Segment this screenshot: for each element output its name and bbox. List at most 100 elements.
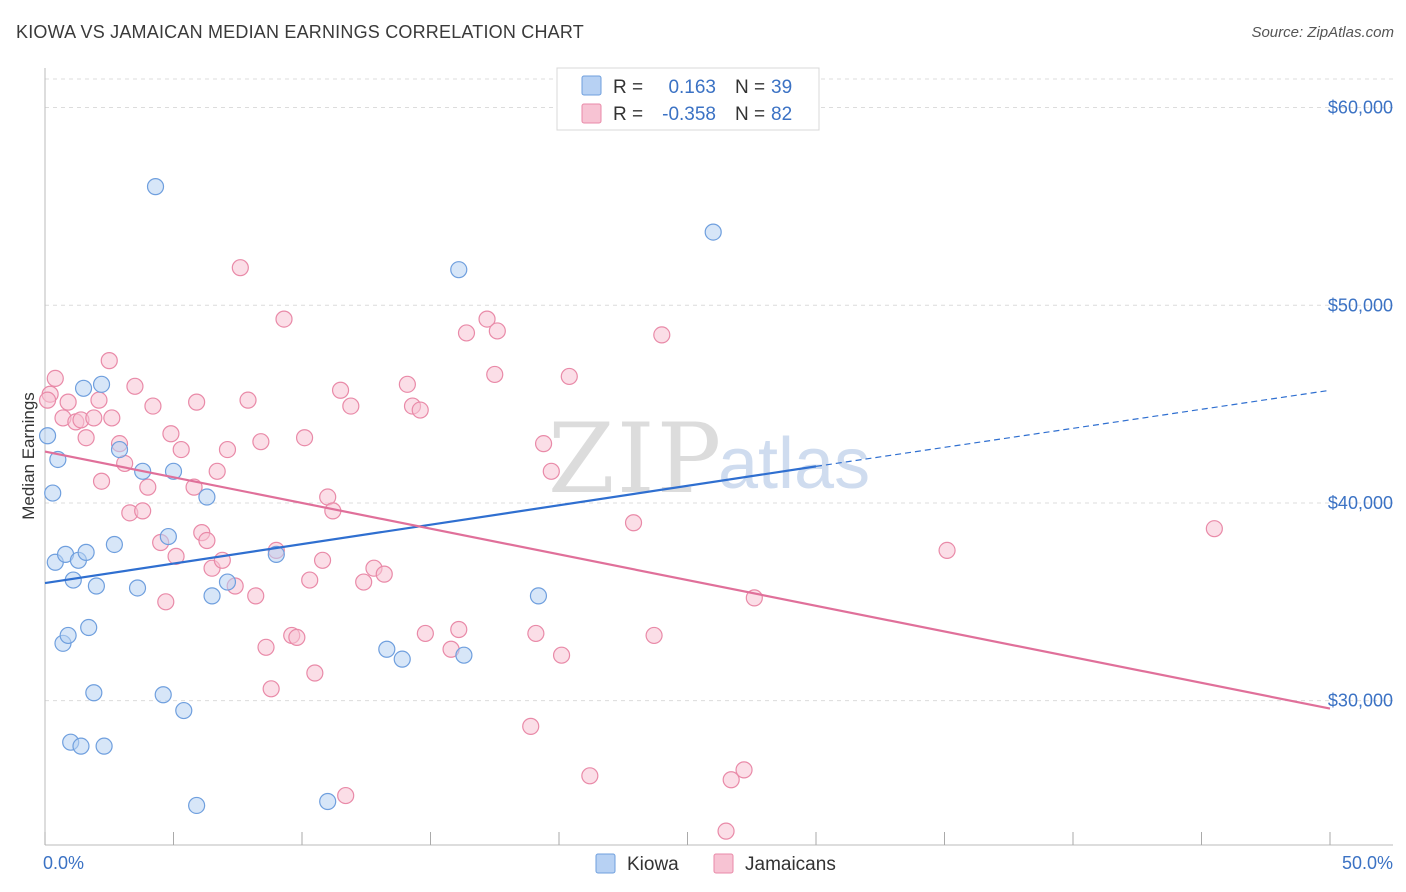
legend-kiowa-swatch (581, 75, 602, 96)
jamaicans-point (167, 547, 185, 565)
kiowa-point (159, 527, 177, 546)
jamaicans-point (103, 409, 121, 427)
jamaicans-point (208, 462, 226, 480)
jamaicans-point (306, 664, 324, 682)
jamaicans-point (139, 478, 157, 496)
source-label: Source: ZipAtlas.com (1251, 24, 1394, 41)
jamaicans-point (486, 365, 504, 384)
jamaicans-points (38, 259, 1223, 840)
legend-jamaicans-r-value: -0.358 (662, 104, 716, 125)
kiowa-point (128, 579, 147, 597)
kiowa-point (393, 650, 411, 668)
jamaicans-point (77, 429, 95, 447)
y-tick-label: $50,000 (1328, 295, 1393, 315)
kiowa-point (188, 796, 206, 815)
x-tick-label-max: 50.0% (1342, 853, 1393, 873)
jamaicans-point (735, 761, 753, 779)
jamaicans-point (624, 514, 643, 532)
bottom-legend-kiowa-swatch (595, 853, 616, 874)
jamaicans-point (398, 375, 416, 393)
jamaicans-point (252, 433, 270, 451)
kiowa-point (529, 587, 548, 605)
jamaicans-point (262, 680, 280, 698)
kiowa-point (77, 543, 95, 561)
kiowa-point (105, 535, 123, 554)
jamaicans-point (560, 367, 578, 386)
jamaicans-point (375, 565, 393, 583)
kiowa-point (267, 545, 285, 563)
kiowa-point (175, 701, 193, 720)
kiowa-point (198, 488, 216, 506)
watermark: ZIP atlas (548, 403, 870, 515)
kiowa-point (164, 462, 183, 480)
jamaicans-point (653, 326, 671, 344)
jamaicans-point (295, 429, 314, 447)
jamaicans-point (275, 310, 293, 328)
bottom-legend: Kiowa Jamaicans (595, 853, 836, 875)
kiowa-point (455, 646, 473, 664)
jamaicans-point (288, 628, 306, 647)
jamaicans-point (198, 531, 216, 550)
jamaicans-point (313, 551, 332, 569)
kiowa-point (319, 792, 337, 811)
jamaicans-point (172, 440, 190, 459)
jamaicans-point (522, 717, 540, 735)
legend-kiowa-r-value: 0.163 (668, 77, 716, 98)
y-axis-title: Median Earnings (19, 392, 38, 520)
jamaicans-point (457, 324, 476, 342)
jamaicans-point (355, 573, 373, 591)
jamaicans-point (478, 310, 496, 328)
y-tick-label: $30,000 (1328, 691, 1393, 711)
axes (44, 68, 1393, 846)
y-tick-label: $40,000 (1328, 493, 1393, 513)
legend-jamaicans-swatch (581, 103, 602, 124)
jamaicans-point (188, 393, 206, 411)
kiowa-point (59, 626, 77, 645)
kiowa-point (92, 375, 111, 393)
legend-jamaicans-r-label: R = (613, 104, 643, 125)
watermark-atlas: atlas (718, 424, 870, 504)
watermark-zip: ZIP (548, 403, 723, 515)
jamaicans-point (100, 352, 118, 370)
y-axis-labels: $30,000 $40,000 $50,000 $60,000 (1328, 98, 1393, 711)
legend-jamaicans-n-label: N = (735, 104, 765, 125)
bottom-legend-kiowa-label: Kiowa (627, 854, 679, 875)
jamaicans-point (144, 397, 162, 415)
jamaicans-point (450, 620, 468, 639)
jamaicans-point (239, 391, 257, 409)
jamaicans-point (231, 259, 249, 277)
legend-jamaicans-n-value: 82 (771, 104, 792, 125)
jamaicans-point (722, 771, 740, 789)
jamaicans-point (938, 541, 956, 560)
jamaicans-point (331, 381, 350, 399)
kiowa-point (110, 440, 129, 459)
jamaicans-point (717, 822, 735, 840)
kiowa-point (378, 640, 396, 658)
kiowa-point (450, 261, 468, 279)
y-tick-label: $60,000 (1328, 98, 1393, 118)
jamaicans-point (416, 624, 434, 643)
kiowa-point (203, 587, 221, 605)
gridlines (45, 78, 1393, 702)
legend-kiowa-n-label: N = (735, 77, 765, 98)
jamaicans-point (85, 409, 103, 427)
jamaicans-point (257, 638, 275, 656)
jamaicans-point (527, 624, 545, 643)
bottom-legend-jamaicans-swatch (713, 853, 734, 874)
kiowa-trend-extension (815, 389, 1331, 467)
jamaicans-point (337, 786, 355, 805)
kiowa-point (704, 223, 722, 241)
trend-lines (44, 389, 1331, 710)
jamaicans-point (552, 646, 571, 664)
kiowa-point (146, 178, 165, 196)
jamaicans-point (38, 391, 57, 409)
jamaicans-trend-line (44, 450, 1331, 710)
kiowa-point (218, 573, 237, 591)
jamaicans-point (645, 626, 663, 645)
jamaicans-point (59, 393, 77, 411)
jamaicans-point (1205, 520, 1223, 538)
kiowa-point (85, 684, 103, 702)
jamaicans-point (126, 377, 144, 395)
jamaicans-point (411, 401, 429, 419)
